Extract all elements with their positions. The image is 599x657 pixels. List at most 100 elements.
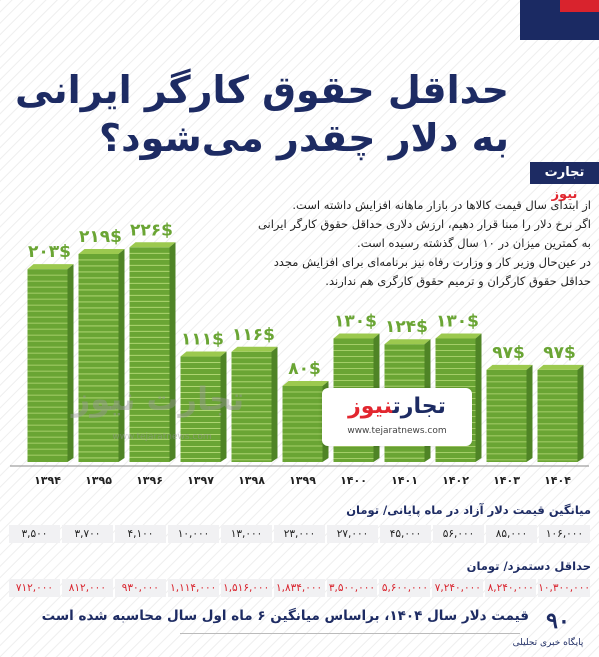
bar-side bbox=[67, 264, 74, 462]
intro-line: اگر نرخ دلار را مبنا قرار دهیم، ارزش دلا… bbox=[257, 217, 591, 231]
category-label: ۱۳۹۵ bbox=[85, 474, 112, 487]
category-label: ۱۳۹۶ bbox=[136, 474, 163, 487]
table-cell: ۳,۷۰۰ bbox=[62, 525, 113, 543]
table-cell: ۸,۲۴۰,۰۰۰ bbox=[485, 579, 537, 597]
table-cell: ۵۶,۰۰۰ bbox=[433, 525, 484, 543]
value-label: ۲۰۳$ bbox=[28, 242, 71, 262]
logo-part2: نیوز bbox=[348, 394, 393, 419]
table-cell: ۲۷,۰۰۰ bbox=[327, 525, 378, 543]
bar-chart: ۲۰۳$ ۱۳۹۴ ۲۱۹$ ۱۳۹۵ ۲۲۶$ ۱۳۹۶ ۱۱۱$ ۱۳۹۷ ۱۱۶$ ۱۳۹۸… bbox=[10, 220, 589, 487]
category-label: ۱۴۰۱ bbox=[391, 474, 418, 487]
bar-top bbox=[231, 346, 278, 352]
dollar-row-label: میانگین قیمت دلار آزاد در ماه پایانی/ تو… bbox=[346, 503, 591, 517]
table-cell: ۷۱۲,۰۰۰ bbox=[9, 579, 60, 597]
footer-note: قیمت دلار سال ۱۴۰۴، براساس میانگین ۶ ماه… bbox=[41, 608, 529, 624]
bar bbox=[231, 346, 278, 462]
logo-text: تجارتنیوز bbox=[322, 394, 472, 419]
wage-row: ۷۱۲,۰۰۰ ۸۱۲,۰۰۰ ۹۳۰,۰۰۰ ۱,۱۱۴,۰۰۰ ۱,۵۱۶,۰۰۰ ۱… bbox=[8, 579, 591, 597]
bar-body bbox=[27, 269, 68, 462]
bar-side bbox=[577, 364, 584, 462]
bar-body bbox=[129, 247, 170, 462]
table-cell: ۹۳۰,۰۰۰ bbox=[114, 579, 166, 597]
value-label: ۸۰$ bbox=[288, 359, 321, 379]
page-title-line1: حداقل حقوق کارگر ایرانی bbox=[14, 68, 509, 112]
corner-accent bbox=[560, 0, 599, 12]
value-label: ۱۳۰$ bbox=[436, 312, 479, 332]
bar bbox=[486, 364, 533, 462]
brand-part2: نیوز bbox=[551, 187, 578, 202]
value-label: ۹۷$ bbox=[492, 343, 525, 363]
page-title-line2: به دلار چقدر می‌شود؟ bbox=[99, 116, 509, 160]
source-logo-name: پایگاه خبری تحلیلی bbox=[512, 638, 584, 648]
table-cell: ۷,۲۴۰,۰۰۰ bbox=[432, 579, 484, 597]
value-label: ۱۱۱$ bbox=[181, 330, 224, 350]
bar-side bbox=[271, 346, 278, 462]
table-cell: ۱,۱۱۴,۰۰۰ bbox=[167, 579, 219, 597]
category-label: ۱۳۹۸ bbox=[238, 474, 265, 487]
table-cell: ۱۰,۳۰۰,۰۰۰ bbox=[538, 579, 591, 597]
value-label: ۲۱۹$ bbox=[79, 227, 122, 247]
bar bbox=[180, 351, 227, 462]
watermark-logo: تجارت نیوز bbox=[58, 380, 258, 418]
bar-body bbox=[537, 369, 578, 462]
bar-body bbox=[486, 369, 527, 462]
footer-divider bbox=[180, 633, 520, 634]
watermark-part2: نیوز bbox=[71, 380, 136, 418]
wage-row-label: حداقل دستمزد/ تومان bbox=[466, 559, 591, 573]
logo-part1: تجارت bbox=[392, 394, 446, 419]
bar bbox=[27, 264, 74, 462]
category-label: ۱۴۰۰ bbox=[340, 474, 367, 487]
bar-side bbox=[118, 248, 125, 462]
bar-top bbox=[486, 364, 533, 370]
value-label: ۹۷$ bbox=[543, 343, 576, 363]
table-cell: ۸۱۲,۰۰۰ bbox=[61, 579, 113, 597]
source-logo-number: ۹۰ bbox=[546, 608, 570, 634]
table-cell: ۸۵,۰۰۰ bbox=[486, 525, 537, 543]
bar bbox=[129, 242, 176, 462]
brand-logo: تجارتنیوز www.tejaratnews.com bbox=[322, 388, 472, 446]
table-cell: ۲۳,۰۰۰ bbox=[274, 525, 325, 543]
category-label: ۱۳۹۷ bbox=[187, 474, 214, 487]
intro-line: از ابتدای سال قیمت کالاها در بازار ماهان… bbox=[292, 198, 591, 212]
intro-line: به کمترین میزان در ۱۰ سال گذشته رسیده اس… bbox=[357, 236, 591, 250]
bar-top bbox=[180, 351, 227, 357]
logo-url: www.tejaratnews.com bbox=[347, 426, 447, 436]
bar-side bbox=[475, 333, 482, 462]
bar-body bbox=[78, 253, 119, 462]
value-label: ۲۲۶$ bbox=[130, 220, 173, 240]
bar-body bbox=[180, 356, 221, 462]
intro-line: حداقل حقوق کارگران و ترمیم حقوق کارگری ه… bbox=[325, 274, 591, 288]
table-cell: ۴,۱۰۰ bbox=[115, 525, 166, 543]
table-cell: ۱۰,۰۰۰ bbox=[168, 525, 219, 543]
table-cell: ۱۰۶,۰۰۰ bbox=[539, 525, 590, 543]
bar-side bbox=[526, 364, 533, 462]
intro-line: در عین‌حال وزیر کار و وزارت رفاه نیز برن… bbox=[273, 255, 591, 269]
brand-part1: تجارت bbox=[544, 165, 585, 180]
bar-top bbox=[384, 339, 431, 345]
bar-top bbox=[78, 248, 125, 254]
bar-top bbox=[282, 381, 329, 386]
category-label: ۱۴۰۴ bbox=[544, 474, 571, 487]
table-cell: ۵,۶۰۰,۰۰۰ bbox=[379, 579, 431, 597]
value-label: ۱۱۶$ bbox=[232, 325, 275, 345]
category-label: ۱۴۰۳ bbox=[493, 474, 520, 487]
category-label: ۱۳۹۹ bbox=[289, 474, 316, 487]
bar bbox=[537, 364, 584, 462]
table-cell: ۱۳,۰۰۰ bbox=[221, 525, 272, 543]
table-cell: ۱,۵۱۶,۰۰۰ bbox=[220, 579, 272, 597]
bar-top bbox=[333, 333, 380, 339]
value-label: ۱۲۴$ bbox=[385, 317, 428, 337]
category-label: ۱۳۹۴ bbox=[34, 474, 61, 487]
bar-side bbox=[169, 242, 176, 462]
table-cell: ۱,۸۳۴,۰۰۰ bbox=[273, 579, 325, 597]
bar-top bbox=[129, 242, 176, 248]
bar-top bbox=[537, 364, 584, 370]
watermark-url: www.tejaratnews.com bbox=[112, 432, 212, 442]
table-cell: ۴۵,۰۰۰ bbox=[380, 525, 431, 543]
bar-top bbox=[27, 264, 74, 270]
bar bbox=[78, 248, 125, 462]
category-label: ۱۴۰۲ bbox=[442, 474, 469, 487]
bar-top bbox=[435, 333, 482, 339]
intro-text: از ابتدای سال قیمت کالاها در بازار ماهان… bbox=[191, 196, 591, 291]
brand-badge: تجارت نیوز bbox=[530, 162, 599, 202]
